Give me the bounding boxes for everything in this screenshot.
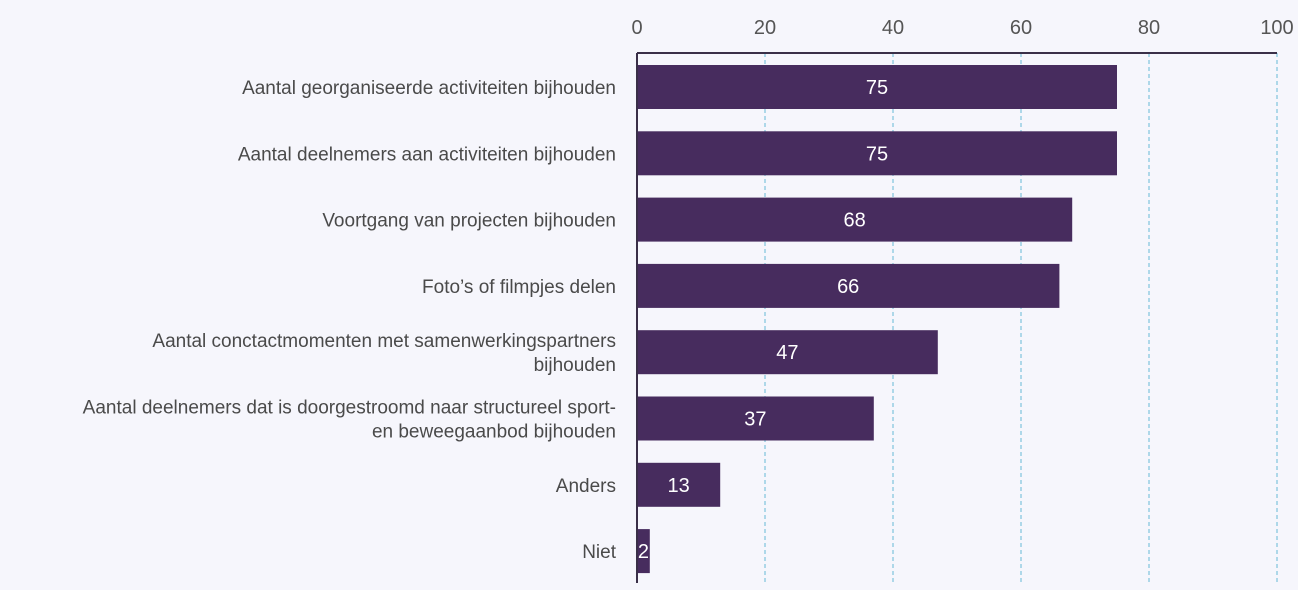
category-label: Anders: [556, 476, 616, 497]
data-label: 2: [638, 541, 649, 563]
bar: [637, 396, 874, 441]
x-tick-label: 100: [1260, 17, 1293, 39]
bar: [637, 263, 1060, 308]
category-label: Aantal deelnemers aan activiteiten bijho…: [238, 144, 616, 165]
x-tick-label: 60: [1010, 17, 1032, 39]
x-tick-label: 0: [631, 17, 642, 39]
category-label: bijhouden: [534, 355, 616, 376]
bar: [637, 330, 938, 375]
bar: [637, 197, 1073, 242]
category-label: Aantal georganiseerde activiteiten bijho…: [242, 78, 616, 99]
category-label: Aantal deelnemers dat is doorgestroomd n…: [83, 398, 616, 419]
x-tick-label: 20: [754, 17, 776, 39]
category-label: Foto’s of filmpjes delen: [422, 277, 616, 298]
category-label: Niet: [582, 542, 617, 563]
bar: [637, 529, 650, 574]
bar: [637, 65, 1117, 109]
bar: [637, 462, 721, 507]
data-label: 75: [866, 143, 888, 165]
data-label: 13: [667, 475, 689, 497]
data-label: 37: [744, 409, 766, 431]
data-label: 68: [843, 210, 865, 232]
data-label: 66: [837, 276, 859, 298]
x-tick-label: 80: [1138, 17, 1160, 39]
category-label: en beweegaanbod bijhouden: [372, 422, 616, 443]
x-tick-label: 40: [882, 17, 904, 39]
bar: [637, 131, 1117, 176]
category-label: Aantal conctactmomenten met samenwerking…: [152, 331, 616, 352]
data-label: 47: [776, 342, 798, 364]
data-label: 75: [866, 77, 888, 99]
category-label: Voortgang van projecten bijhouden: [322, 211, 616, 232]
